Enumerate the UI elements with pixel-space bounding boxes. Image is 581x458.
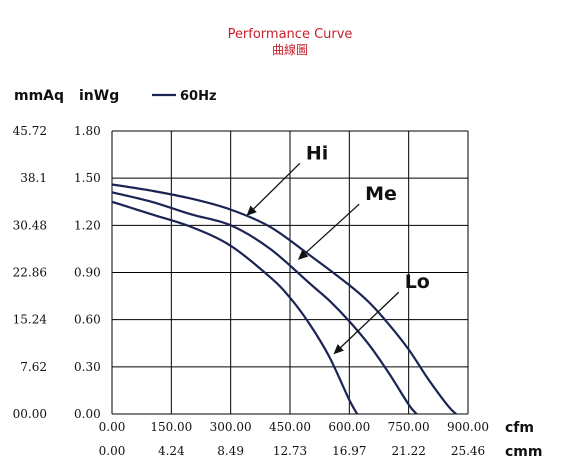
curve-me <box>111 191 418 415</box>
chart-subtitle: 曲線圖 <box>272 42 308 57</box>
y-tick-inwg: 0.30 <box>74 360 101 374</box>
x-tick-cmm: 16.97 <box>332 444 366 458</box>
curve-lo <box>111 200 359 415</box>
x-tick-cmm: 4.24 <box>158 444 185 458</box>
annotation-arrowhead <box>297 249 309 260</box>
x-tick-cmm: 25.46 <box>451 444 485 458</box>
annotation-arrow-lo <box>340 291 400 348</box>
annotation-label-lo: Lo <box>405 271 430 293</box>
annotation-arrowhead <box>333 344 344 355</box>
x-tick-cfm: 900.00 <box>447 420 489 434</box>
x-unit-cfm: cfm <box>505 420 534 436</box>
annotation-label-hi: Hi <box>306 142 328 164</box>
y-tick-mmaq: 45.72 <box>13 124 47 138</box>
y-tick-labels: 00.00 0.00 7.62 0.30 15.24 0.60 22.86 0.90 30.48… <box>13 124 101 421</box>
y-unit-mmaq: mmAq <box>14 88 64 104</box>
y-tick-inwg: 0.00 <box>74 407 101 421</box>
y-tick-inwg: 1.20 <box>74 218 101 232</box>
annotation-arrow-me <box>304 203 360 254</box>
annotation-label-me: Me <box>365 183 397 205</box>
y-tick-mmaq: 30.48 <box>13 218 47 232</box>
y-tick-mmaq: 15.24 <box>13 313 48 327</box>
y-tick-inwg: 1.50 <box>74 171 101 185</box>
x-tick-cfm: 300.00 <box>210 420 252 434</box>
annotation-arrow-hi <box>253 162 301 210</box>
x-tick-labels: 0.00 0.00 150.00 4.24 300.00 8.49 450.00 12.73 6… <box>99 420 489 458</box>
y-tick-inwg: 0.60 <box>74 313 101 327</box>
y-unit-inwg: inWg <box>79 88 119 104</box>
x-tick-cfm: 750.00 <box>388 420 430 434</box>
y-tick-mmaq: 00.00 <box>13 407 47 421</box>
y-tick-inwg: 0.90 <box>74 266 101 280</box>
y-tick-mmaq: 38.1 <box>20 171 47 185</box>
annotation-arrowhead <box>246 205 257 216</box>
x-unit-cmm: cmm <box>505 444 542 458</box>
x-tick-cmm: 8.49 <box>217 444 244 458</box>
x-tick-cfm: 600.00 <box>328 420 370 434</box>
chart-title: Performance Curve <box>228 27 353 42</box>
x-tick-cfm: 450.00 <box>269 420 311 434</box>
curves <box>111 183 457 415</box>
y-tick-inwg: 1.80 <box>74 124 101 138</box>
x-tick-cmm: 21.22 <box>391 444 425 458</box>
x-tick-cmm: 12.73 <box>273 444 307 458</box>
grid <box>111 130 469 415</box>
curve-hi <box>111 183 457 415</box>
x-tick-cfm: 150.00 <box>150 420 192 434</box>
legend-label: 60Hz <box>180 89 217 104</box>
y-tick-mmaq: 22.86 <box>13 266 47 280</box>
annotations: Hi Me Lo <box>246 142 430 355</box>
x-tick-cmm: 0.00 <box>99 444 126 458</box>
x-tick-cfm: 0.00 <box>99 420 126 434</box>
y-tick-mmaq: 7.62 <box>20 360 47 374</box>
